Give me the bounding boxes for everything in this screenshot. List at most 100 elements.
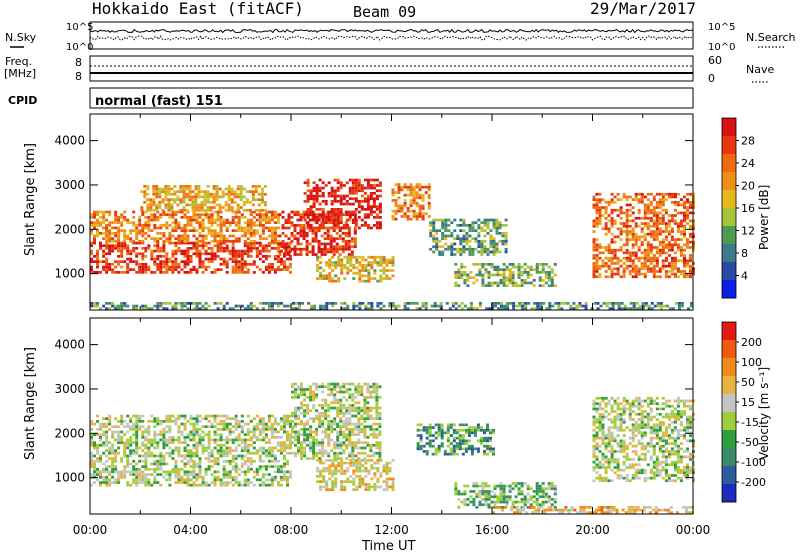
velocity-cell — [297, 451, 300, 455]
power-cell — [90, 304, 93, 308]
power-cell — [201, 221, 205, 224]
power-cell — [126, 268, 130, 271]
power-cell — [595, 192, 599, 196]
velocity-cell — [322, 485, 326, 489]
power-cell — [686, 259, 689, 263]
power-cell — [689, 275, 692, 279]
power-cell — [222, 218, 226, 222]
power-cell — [299, 218, 303, 222]
power-cell — [421, 217, 425, 221]
power-cell — [117, 244, 121, 248]
velocity-cell — [246, 428, 250, 431]
power-cell — [397, 188, 401, 192]
velocity-cell — [366, 406, 370, 410]
velocity-cell — [369, 396, 373, 399]
power-cell — [326, 213, 330, 216]
power-cell — [234, 237, 238, 240]
velocity-cell — [303, 425, 307, 428]
velocity-cell — [294, 412, 297, 415]
power-cell — [141, 271, 145, 274]
velocity-cell — [270, 449, 274, 452]
power-cell — [270, 307, 274, 310]
power-cell — [403, 193, 407, 197]
power-cell — [225, 249, 229, 253]
power-cell — [604, 227, 608, 231]
velocity-cell — [222, 451, 226, 455]
power-cell — [289, 271, 292, 274]
power-cell — [435, 237, 439, 240]
velocity-cell — [303, 438, 307, 442]
velocity-cell — [231, 465, 235, 468]
velocity-cell — [135, 438, 139, 442]
velocity-cell — [366, 401, 370, 405]
power-cell — [311, 250, 315, 254]
power-cell — [679, 259, 683, 263]
velocity-cell — [201, 475, 205, 479]
power-cell — [185, 195, 189, 199]
power-cell — [179, 187, 183, 191]
velocity-cell — [354, 385, 358, 389]
power-cell — [601, 206, 605, 209]
velocity-cell — [108, 481, 112, 484]
velocity-cell — [342, 449, 346, 452]
velocity-cell — [111, 430, 115, 434]
power-cell — [689, 224, 692, 228]
power-cell — [326, 229, 330, 232]
velocity-cell — [99, 483, 102, 487]
velocity-cell — [252, 436, 256, 439]
power-cell — [347, 226, 351, 230]
velocity-cell — [183, 446, 187, 450]
power-cell — [409, 302, 413, 305]
power-cell — [320, 250, 324, 254]
power-cell — [391, 261, 395, 264]
power-cell — [640, 240, 644, 244]
velocity-cell — [351, 409, 355, 412]
velocity-cell — [102, 470, 106, 474]
power-cell — [324, 226, 328, 230]
power-cell — [686, 262, 689, 265]
power-cell — [309, 197, 313, 201]
power-cell — [93, 216, 96, 219]
velocity-cell — [123, 467, 127, 471]
velocity-cell — [333, 388, 337, 391]
power-cell — [683, 254, 686, 257]
power-cell — [637, 200, 641, 204]
velocity-cell — [108, 417, 112, 420]
power-cell — [532, 279, 536, 282]
power-cell — [509, 302, 513, 305]
velocity-cell — [315, 417, 319, 420]
power-cell — [252, 210, 256, 214]
power-cell — [361, 255, 365, 259]
power-cell — [457, 284, 461, 287]
power-cell — [93, 260, 96, 263]
power-cell — [289, 255, 292, 258]
power-cell — [252, 239, 256, 243]
power-cell — [267, 271, 271, 274]
power-cell — [438, 245, 442, 248]
velocity-cell — [138, 417, 142, 420]
velocity-cell — [267, 473, 271, 476]
velocity-cell — [333, 385, 337, 389]
velocity-cell — [192, 417, 196, 420]
velocity-cell — [243, 470, 247, 474]
velocity-cell — [177, 451, 181, 455]
velocity-cell — [210, 449, 214, 452]
power-cell — [626, 307, 630, 310]
power-cell — [198, 224, 202, 227]
velocity-cell — [90, 420, 93, 423]
power-cell — [158, 203, 162, 207]
velocity-cell — [330, 393, 334, 397]
power-cell — [508, 273, 512, 277]
power-cell — [483, 247, 487, 251]
power-cell — [174, 265, 178, 269]
power-cell — [314, 229, 318, 232]
velocity-cell — [276, 470, 280, 474]
power-cell — [267, 302, 271, 305]
power-cell — [640, 235, 644, 239]
power-cell — [604, 206, 608, 209]
velocity-cell — [195, 451, 199, 455]
power-cell — [264, 210, 268, 214]
power-cell — [326, 250, 330, 254]
power-cell — [375, 221, 379, 224]
